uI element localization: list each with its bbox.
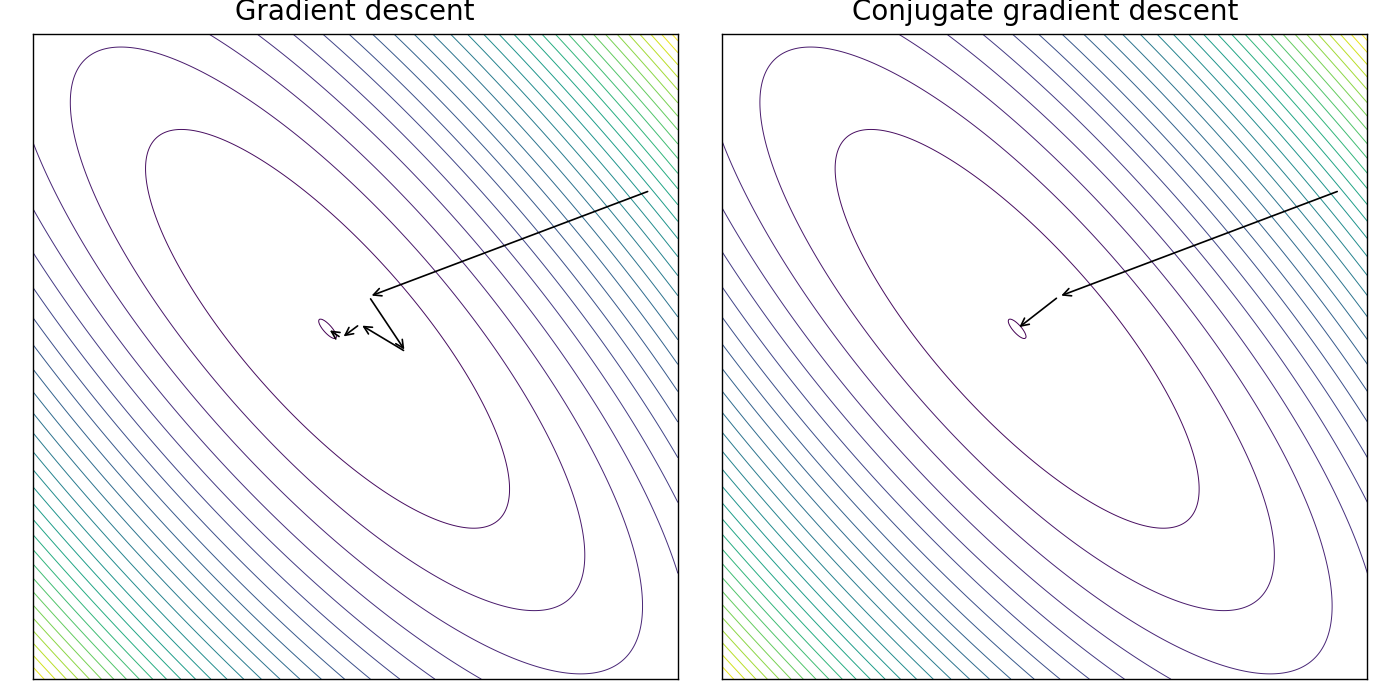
Title: Conjugate gradient descent: Conjugate gradient descent — [851, 0, 1238, 26]
Title: Gradient descent: Gradient descent — [235, 0, 475, 26]
